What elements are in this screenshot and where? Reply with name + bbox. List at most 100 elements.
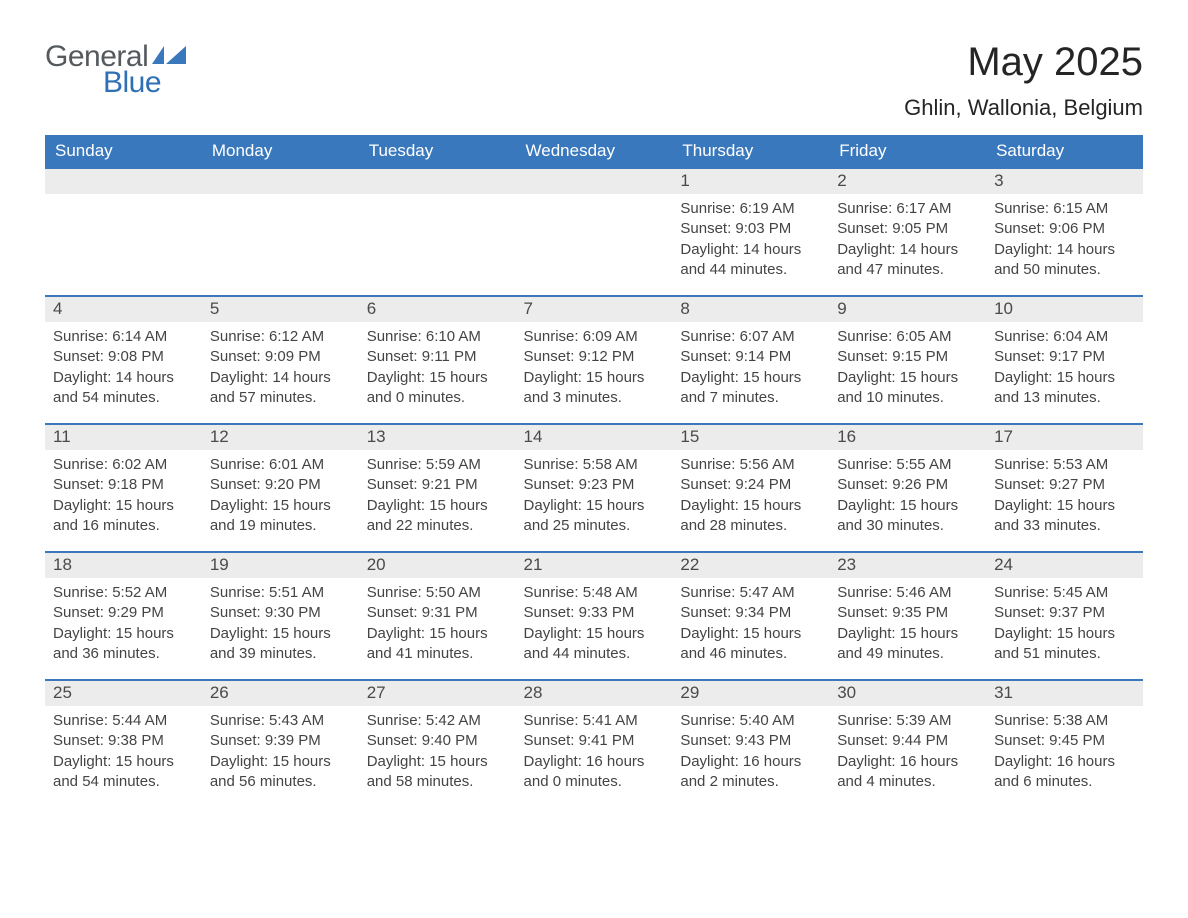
day-details: Sunrise: 5:46 AMSunset: 9:35 PMDaylight:…: [829, 578, 986, 664]
day-number: 20: [359, 551, 516, 578]
day-sunset-text: Sunset: 9:09 PM: [210, 347, 351, 367]
day-details: Sunrise: 6:05 AMSunset: 9:15 PMDaylight:…: [829, 322, 986, 408]
day-number: 3: [986, 167, 1143, 194]
calendar-day-cell: [516, 167, 673, 295]
day-daylight1-text: Daylight: 15 hours: [210, 624, 351, 644]
day-daylight2-text: and 28 minutes.: [680, 516, 821, 536]
day-daylight1-text: Daylight: 14 hours: [210, 368, 351, 388]
calendar-day-cell: 9Sunrise: 6:05 AMSunset: 9:15 PMDaylight…: [829, 295, 986, 423]
day-number: 30: [829, 679, 986, 706]
day-daylight2-text: and 4 minutes.: [837, 772, 978, 792]
day-number: 9: [829, 295, 986, 322]
calendar-week-row: 25Sunrise: 5:44 AMSunset: 9:38 PMDayligh…: [45, 679, 1143, 807]
day-daylight2-text: and 51 minutes.: [994, 644, 1135, 664]
weekday-header-row: Sunday Monday Tuesday Wednesday Thursday…: [45, 135, 1143, 167]
day-daylight2-text: and 44 minutes.: [680, 260, 821, 280]
day-details: Sunrise: 6:12 AMSunset: 9:09 PMDaylight:…: [202, 322, 359, 408]
day-number: 7: [516, 295, 673, 322]
day-daylight1-text: Daylight: 15 hours: [680, 368, 821, 388]
day-number: 12: [202, 423, 359, 450]
day-sunrise-text: Sunrise: 5:52 AM: [53, 583, 194, 603]
day-sunrise-text: Sunrise: 5:50 AM: [367, 583, 508, 603]
calendar-day-cell: 28Sunrise: 5:41 AMSunset: 9:41 PMDayligh…: [516, 679, 673, 807]
day-sunset-text: Sunset: 9:24 PM: [680, 475, 821, 495]
day-daylight1-text: Daylight: 15 hours: [53, 752, 194, 772]
day-daylight2-text: and 49 minutes.: [837, 644, 978, 664]
title-block: May 2025 Ghlin, Wallonia, Belgium: [904, 40, 1143, 121]
calendar-day-cell: 13Sunrise: 5:59 AMSunset: 9:21 PMDayligh…: [359, 423, 516, 551]
calendar-day-cell: 11Sunrise: 6:02 AMSunset: 9:18 PMDayligh…: [45, 423, 202, 551]
day-daylight2-text: and 7 minutes.: [680, 388, 821, 408]
logo: General Blue: [45, 40, 186, 100]
month-title: May 2025: [904, 40, 1143, 85]
calendar-day-cell: 20Sunrise: 5:50 AMSunset: 9:31 PMDayligh…: [359, 551, 516, 679]
day-details: Sunrise: 5:59 AMSunset: 9:21 PMDaylight:…: [359, 450, 516, 536]
day-daylight2-text: and 39 minutes.: [210, 644, 351, 664]
day-daylight1-text: Daylight: 15 hours: [524, 496, 665, 516]
day-number: 24: [986, 551, 1143, 578]
day-number: 11: [45, 423, 202, 450]
day-sunrise-text: Sunrise: 5:56 AM: [680, 455, 821, 475]
calendar-day-cell: 19Sunrise: 5:51 AMSunset: 9:30 PMDayligh…: [202, 551, 359, 679]
day-daylight2-text: and 3 minutes.: [524, 388, 665, 408]
calendar-day-cell: 2Sunrise: 6:17 AMSunset: 9:05 PMDaylight…: [829, 167, 986, 295]
calendar-day-cell: 30Sunrise: 5:39 AMSunset: 9:44 PMDayligh…: [829, 679, 986, 807]
day-number: 4: [45, 295, 202, 322]
day-daylight2-text: and 41 minutes.: [367, 644, 508, 664]
day-details: Sunrise: 5:53 AMSunset: 9:27 PMDaylight:…: [986, 450, 1143, 536]
day-sunset-text: Sunset: 9:27 PM: [994, 475, 1135, 495]
day-sunrise-text: Sunrise: 5:48 AM: [524, 583, 665, 603]
day-daylight1-text: Daylight: 15 hours: [210, 752, 351, 772]
day-number: 19: [202, 551, 359, 578]
day-sunrise-text: Sunrise: 6:01 AM: [210, 455, 351, 475]
day-sunset-text: Sunset: 9:18 PM: [53, 475, 194, 495]
day-sunset-text: Sunset: 9:26 PM: [837, 475, 978, 495]
day-daylight1-text: Daylight: 15 hours: [524, 624, 665, 644]
day-details: Sunrise: 6:04 AMSunset: 9:17 PMDaylight:…: [986, 322, 1143, 408]
day-sunset-text: Sunset: 9:39 PM: [210, 731, 351, 751]
day-details: Sunrise: 6:19 AMSunset: 9:03 PMDaylight:…: [672, 194, 829, 280]
day-daylight1-text: Daylight: 15 hours: [367, 752, 508, 772]
day-daylight2-text: and 56 minutes.: [210, 772, 351, 792]
day-daylight1-text: Daylight: 16 hours: [680, 752, 821, 772]
day-sunset-text: Sunset: 9:20 PM: [210, 475, 351, 495]
day-daylight2-text: and 25 minutes.: [524, 516, 665, 536]
day-sunrise-text: Sunrise: 5:39 AM: [837, 711, 978, 731]
location-label: Ghlin, Wallonia, Belgium: [904, 95, 1143, 121]
day-sunrise-text: Sunrise: 6:07 AM: [680, 327, 821, 347]
day-number: 15: [672, 423, 829, 450]
day-sunrise-text: Sunrise: 5:46 AM: [837, 583, 978, 603]
day-sunset-text: Sunset: 9:14 PM: [680, 347, 821, 367]
day-number: 8: [672, 295, 829, 322]
calendar-day-cell: 25Sunrise: 5:44 AMSunset: 9:38 PMDayligh…: [45, 679, 202, 807]
day-daylight2-text: and 33 minutes.: [994, 516, 1135, 536]
day-number: 23: [829, 551, 986, 578]
calendar-week-row: 11Sunrise: 6:02 AMSunset: 9:18 PMDayligh…: [45, 423, 1143, 551]
day-sunset-text: Sunset: 9:37 PM: [994, 603, 1135, 623]
day-daylight2-text: and 19 minutes.: [210, 516, 351, 536]
day-sunset-text: Sunset: 9:06 PM: [994, 219, 1135, 239]
day-number: 26: [202, 679, 359, 706]
day-sunrise-text: Sunrise: 5:51 AM: [210, 583, 351, 603]
calendar-week-row: 18Sunrise: 5:52 AMSunset: 9:29 PMDayligh…: [45, 551, 1143, 679]
day-details: Sunrise: 6:09 AMSunset: 9:12 PMDaylight:…: [516, 322, 673, 408]
calendar-day-cell: 5Sunrise: 6:12 AMSunset: 9:09 PMDaylight…: [202, 295, 359, 423]
day-number: 10: [986, 295, 1143, 322]
calendar-day-cell: 14Sunrise: 5:58 AMSunset: 9:23 PMDayligh…: [516, 423, 673, 551]
day-daylight1-text: Daylight: 15 hours: [837, 368, 978, 388]
day-details: Sunrise: 5:43 AMSunset: 9:39 PMDaylight:…: [202, 706, 359, 792]
day-number: 27: [359, 679, 516, 706]
day-sunset-text: Sunset: 9:17 PM: [994, 347, 1135, 367]
day-details: Sunrise: 6:01 AMSunset: 9:20 PMDaylight:…: [202, 450, 359, 536]
day-details: Sunrise: 5:55 AMSunset: 9:26 PMDaylight:…: [829, 450, 986, 536]
weekday-header: Monday: [202, 135, 359, 167]
day-daylight2-text: and 36 minutes.: [53, 644, 194, 664]
calendar-day-cell: 12Sunrise: 6:01 AMSunset: 9:20 PMDayligh…: [202, 423, 359, 551]
day-sunrise-text: Sunrise: 5:59 AM: [367, 455, 508, 475]
weekday-header: Thursday: [672, 135, 829, 167]
day-details: Sunrise: 5:42 AMSunset: 9:40 PMDaylight:…: [359, 706, 516, 792]
calendar-day-cell: 6Sunrise: 6:10 AMSunset: 9:11 PMDaylight…: [359, 295, 516, 423]
day-details: Sunrise: 5:52 AMSunset: 9:29 PMDaylight:…: [45, 578, 202, 664]
day-number: 28: [516, 679, 673, 706]
page-header: General Blue May 2025 Ghlin, Wallonia, B…: [45, 40, 1143, 121]
